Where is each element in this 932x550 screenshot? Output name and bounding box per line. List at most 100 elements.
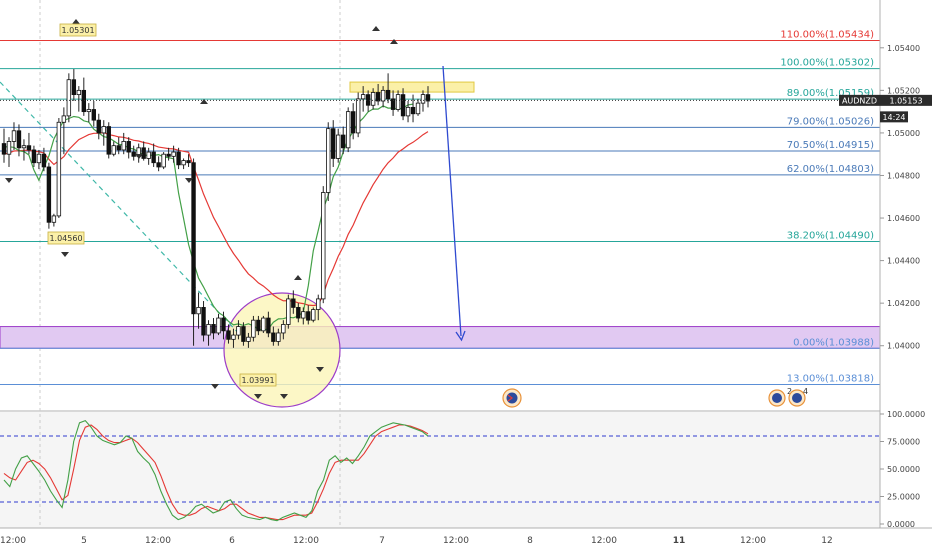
- candle[interactable]: [206, 320, 211, 346]
- candle[interactable]: [171, 145, 176, 163]
- candle[interactable]: [345, 107, 351, 153]
- fib-level-label: 110.00%(1.05434): [780, 30, 874, 41]
- candle[interactable]: [236, 320, 241, 340]
- candle[interactable]: [360, 86, 366, 112]
- candle[interactable]: [186, 154, 191, 167]
- candle[interactable]: [201, 301, 206, 342]
- candle[interactable]: [405, 100, 411, 123]
- price-axis[interactable]: [880, 0, 932, 550]
- economic-event-flag[interactable]: 4: [788, 387, 808, 407]
- candle[interactable]: [350, 103, 356, 140]
- fractal-down-marker: [185, 178, 193, 183]
- fractal-up-marker: [390, 39, 398, 44]
- candle[interactable]: [126, 137, 131, 159]
- candle[interactable]: [326, 122, 331, 202]
- candle[interactable]: [281, 320, 286, 340]
- candle[interactable]: [331, 120, 336, 167]
- candle[interactable]: [266, 311, 271, 338]
- candle[interactable]: [241, 322, 246, 346]
- candle[interactable]: [96, 113, 101, 140]
- candle[interactable]: [146, 147, 151, 165]
- candle[interactable]: [221, 311, 226, 340]
- candle[interactable]: [86, 103, 91, 123]
- candle[interactable]: [71, 69, 77, 101]
- candle[interactable]: [21, 139, 27, 161]
- time-axis-label: 12:00: [293, 536, 319, 546]
- candle[interactable]: [216, 313, 221, 336]
- candle[interactable]: [311, 307, 316, 323]
- candle[interactable]: [415, 98, 421, 116]
- candle[interactable]: [41, 147, 47, 172]
- candle[interactable]: [26, 132, 32, 155]
- economic-event-flag[interactable]: [502, 388, 522, 408]
- bottom-highlight-ellipse[interactable]: [223, 292, 341, 408]
- candle[interactable]: [395, 90, 401, 112]
- candle[interactable]: [176, 147, 181, 170]
- candle[interactable]: [61, 107, 67, 155]
- candle[interactable]: [385, 73, 391, 104]
- candle[interactable]: [81, 77, 87, 116]
- candle[interactable]: [106, 122, 111, 159]
- candle[interactable]: [161, 152, 166, 170]
- candle[interactable]: [116, 137, 121, 155]
- candle[interactable]: [286, 294, 291, 329]
- candle[interactable]: [31, 145, 37, 167]
- candle[interactable]: [101, 120, 106, 146]
- candle[interactable]: [11, 122, 17, 150]
- candle[interactable]: [420, 90, 426, 112]
- candle[interactable]: [261, 315, 266, 333]
- candle[interactable]: [400, 88, 406, 121]
- candle[interactable]: [425, 86, 431, 108]
- candle[interactable]: [66, 73, 72, 123]
- candle[interactable]: [380, 86, 386, 108]
- candle[interactable]: [91, 100, 96, 127]
- candle[interactable]: [301, 307, 306, 325]
- candle[interactable]: [36, 149, 42, 170]
- candle[interactable]: [336, 128, 341, 163]
- candle[interactable]: [156, 156, 161, 172]
- candle[interactable]: [276, 328, 281, 346]
- support-zone[interactable]: [0, 326, 881, 349]
- candle[interactable]: [76, 86, 82, 112]
- candle[interactable]: [256, 315, 261, 336]
- candle[interactable]: [141, 141, 146, 161]
- candle[interactable]: [375, 83, 381, 106]
- fib-level-label: 38.20%(1.04490): [787, 230, 874, 241]
- candle[interactable]: [211, 318, 216, 340]
- candle[interactable]: [390, 90, 396, 116]
- candle[interactable]: [246, 332, 251, 348]
- candle[interactable]: [191, 158, 196, 346]
- candle[interactable]: [410, 94, 416, 123]
- candle[interactable]: [151, 143, 156, 167]
- candle[interactable]: [6, 137, 12, 167]
- candle[interactable]: [306, 305, 311, 325]
- fib-level-label: 70.50%(1.04915): [787, 140, 874, 151]
- candle[interactable]: [321, 186, 326, 304]
- candle[interactable]: [291, 290, 296, 314]
- candle[interactable]: [16, 124, 22, 157]
- economic-event-flag[interactable]: 2: [768, 387, 792, 407]
- resistance-box[interactable]: [349, 81, 475, 93]
- candle[interactable]: [271, 326, 276, 346]
- time-axis[interactable]: [0, 528, 880, 550]
- candle[interactable]: [46, 162, 52, 229]
- candle[interactable]: [196, 292, 201, 329]
- candle[interactable]: [1, 128, 7, 163]
- candle[interactable]: [296, 303, 301, 323]
- candle[interactable]: [121, 132, 126, 155]
- stochastic-pane[interactable]: [0, 412, 880, 528]
- candle[interactable]: [370, 88, 376, 110]
- candle[interactable]: [166, 147, 171, 161]
- candle[interactable]: [316, 294, 321, 321]
- candle[interactable]: [231, 328, 236, 348]
- candle[interactable]: [181, 158, 186, 170]
- projection-arrow[interactable]: [442, 65, 466, 342]
- candle[interactable]: [226, 324, 231, 344]
- fractal-up-marker: [372, 26, 380, 31]
- candle[interactable]: [340, 126, 346, 155]
- candle[interactable]: [111, 141, 116, 157]
- candle[interactable]: [51, 213, 57, 227]
- candle[interactable]: [251, 315, 256, 342]
- candle[interactable]: [56, 118, 62, 219]
- candle[interactable]: [355, 92, 361, 138]
